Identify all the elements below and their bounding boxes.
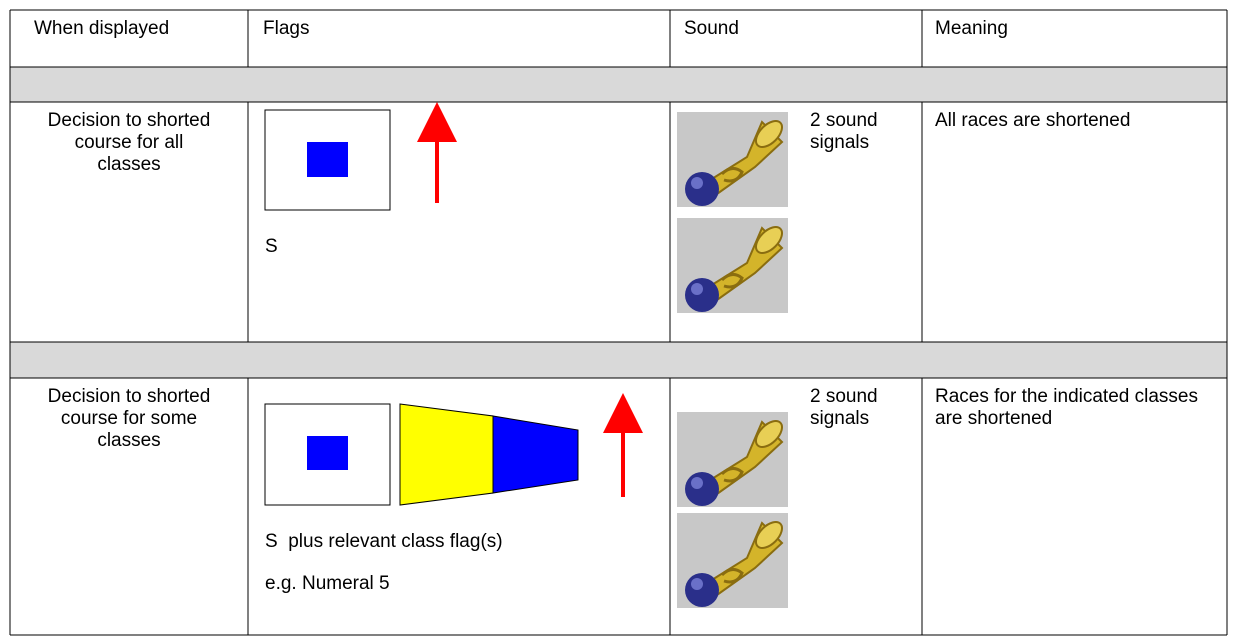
sound-cell: 2 sound signals bbox=[810, 386, 878, 429]
header-cell: When displayed bbox=[34, 18, 170, 39]
meaning-cell: Races for the indicated classes are shor… bbox=[935, 386, 1198, 429]
sound-cell: 2 sound signals bbox=[810, 110, 878, 153]
when-cell: Decision to shorted course for some clas… bbox=[47, 386, 211, 451]
header-cell: Flags bbox=[263, 18, 310, 39]
flag-caption: S plus relevant class flag(s) bbox=[265, 531, 503, 552]
header-cell: Meaning bbox=[935, 18, 1008, 39]
header-cell: Sound bbox=[684, 18, 739, 39]
flag-example: e.g. Numeral 5 bbox=[265, 573, 390, 594]
when-cell: Decision to shorted course for all class… bbox=[47, 110, 211, 175]
flag-caption: S bbox=[265, 236, 278, 257]
meaning-cell: All races are shortened bbox=[935, 110, 1131, 131]
